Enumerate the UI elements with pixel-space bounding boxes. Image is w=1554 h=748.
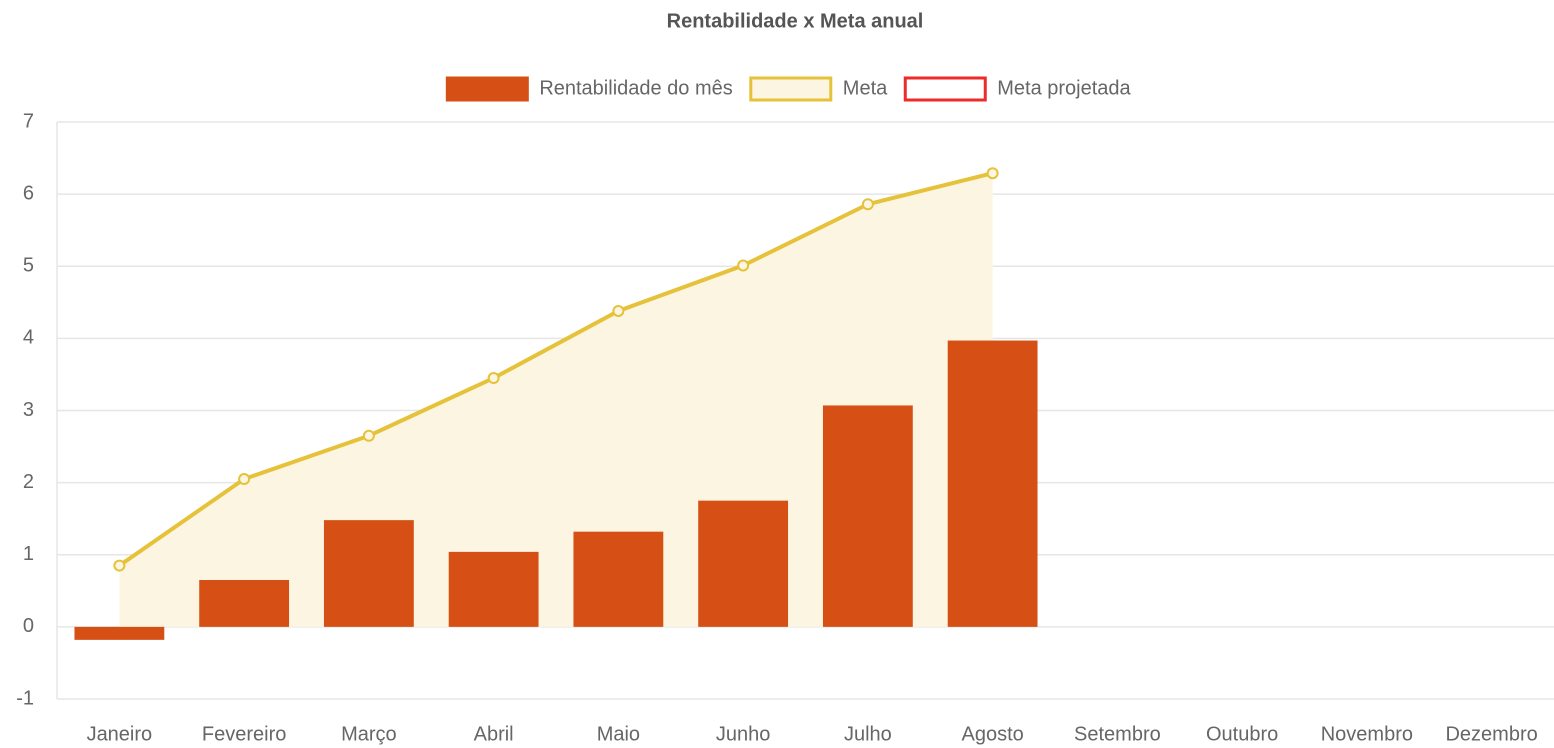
x-tick-label: Janeiro xyxy=(87,723,153,745)
x-tick-label: Abril xyxy=(474,723,514,745)
x-tick-label: Julho xyxy=(844,723,892,745)
x-tick-label: Agosto xyxy=(961,723,1023,745)
x-tick-label: Outubro xyxy=(1206,723,1278,745)
bar xyxy=(698,500,789,627)
bar xyxy=(323,520,414,627)
y-tick-label: 5 xyxy=(23,255,34,277)
x-tick-label: Novembro xyxy=(1321,723,1413,745)
x-tick-label: Maio xyxy=(597,723,640,745)
point xyxy=(737,259,750,272)
point xyxy=(487,372,500,385)
x-tick-label: Março xyxy=(341,723,397,745)
bar xyxy=(74,626,165,640)
y-tick-label: 7 xyxy=(23,110,34,132)
point xyxy=(861,198,874,211)
point xyxy=(238,473,251,486)
bar xyxy=(199,579,290,627)
bar xyxy=(947,340,1038,627)
chart-title: Rentabilidade x Meta anual xyxy=(667,10,924,32)
line xyxy=(118,171,994,568)
y-tick-label: 0 xyxy=(23,615,34,637)
legend-swatch xyxy=(903,76,987,102)
legend-label: Rentabilidade do mês xyxy=(539,77,732,99)
y-tick-label: 6 xyxy=(23,182,34,204)
legend-label: Meta xyxy=(843,77,888,99)
bar xyxy=(822,405,913,627)
y-tick-label: 4 xyxy=(23,327,34,349)
point xyxy=(362,429,375,442)
point xyxy=(113,559,126,572)
point xyxy=(986,167,999,180)
y-tick-label: 2 xyxy=(23,471,34,493)
x-tick-label: Dezembro xyxy=(1445,723,1537,745)
legend-swatch xyxy=(445,76,529,102)
bar xyxy=(573,531,664,627)
x-tick-label: Junho xyxy=(716,723,771,745)
y-tick-label: 3 xyxy=(23,399,34,421)
x-tick-label: Fevereiro xyxy=(202,723,286,745)
point xyxy=(612,304,625,317)
legend-label: Meta projetada xyxy=(997,77,1131,99)
x-tick-label: Setembro xyxy=(1074,723,1161,745)
y-tick-label: 1 xyxy=(23,543,34,565)
y-tick-label: -1 xyxy=(16,687,34,709)
bar xyxy=(448,551,539,627)
legend-swatch xyxy=(749,76,833,102)
